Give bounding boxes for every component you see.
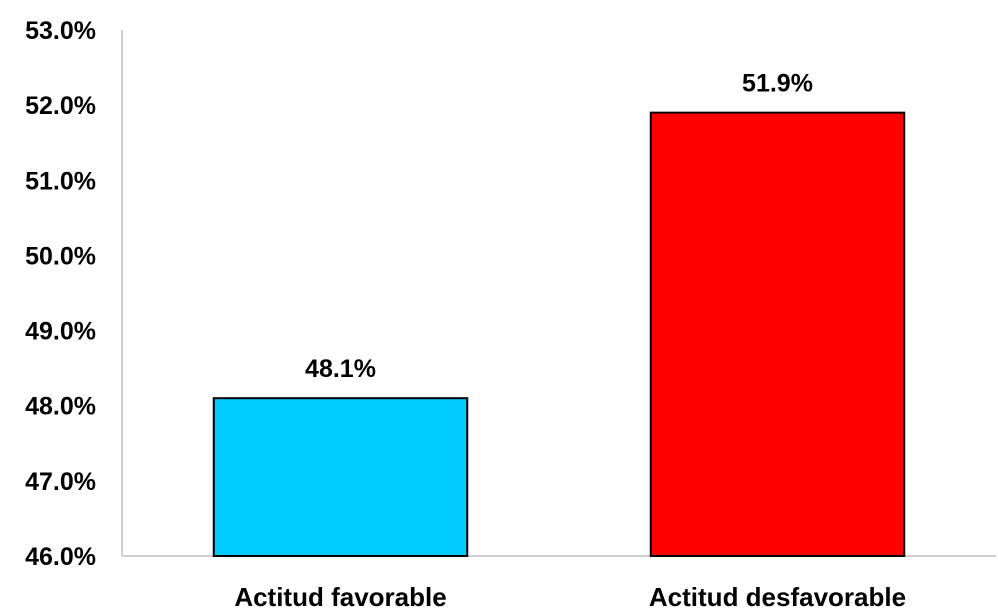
category-labels-group: Actitud favorable Actitud desfavorable: [234, 582, 906, 612]
bar-2: [649, 111, 906, 558]
y-axis-ticks: 46.0% 47.0% 48.0% 49.0% 50.0% 51.0% 52.0% 53.0%: [25, 17, 96, 571]
y-tick-label: 47.0%: [25, 468, 96, 496]
data-labels-group: 48.1% 51.9%: [305, 70, 813, 384]
bars-group: [212, 111, 906, 558]
y-tick-label: 53.0%: [25, 17, 96, 45]
y-tick-label: 50.0%: [25, 242, 96, 270]
category-label-1: Actitud favorable: [234, 582, 446, 612]
bar-1: [212, 397, 469, 558]
data-label-2: 51.9%: [742, 70, 813, 98]
data-label-1: 48.1%: [305, 355, 376, 383]
y-tick-label: 46.0%: [25, 543, 96, 571]
y-tick-label: 51.0%: [25, 167, 96, 195]
category-label-2: Actitud desfavorable: [649, 582, 906, 612]
y-tick-label: 52.0%: [25, 92, 96, 120]
y-tick-label: 49.0%: [25, 318, 96, 346]
y-tick-label: 48.0%: [25, 393, 96, 421]
